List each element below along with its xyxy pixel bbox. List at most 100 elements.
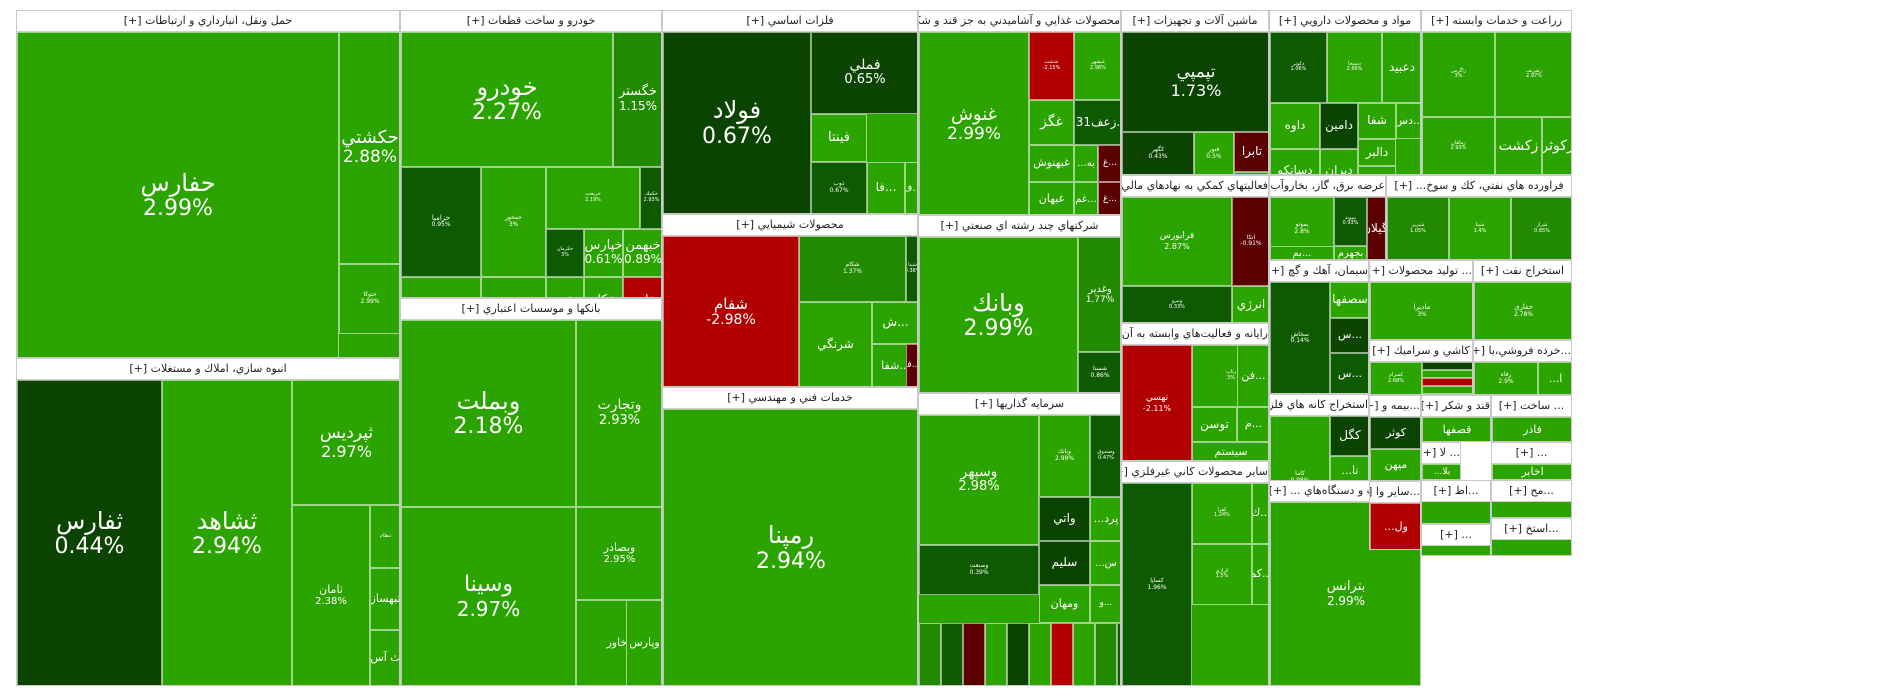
stock-tile[interactable]: غم... — [1074, 182, 1098, 214]
stock-tile[interactable]: خمحور 3% — [481, 167, 546, 277]
stock-tile[interactable]: شرنگي — [799, 302, 872, 386]
stock-tile[interactable]: حتوكا 2.99% — [339, 264, 399, 334]
stock-tile[interactable]: دسبحا 2.66% — [1327, 32, 1382, 103]
stock-tile[interactable]: كساپا 1.96% — [1122, 483, 1192, 685]
small-stock-cell[interactable] — [1422, 362, 1472, 370]
stock-tile[interactable]: غنوش 2.99% — [919, 32, 1029, 214]
stock-tile[interactable]: ...بلا — [1422, 464, 1460, 479]
stock-tile[interactable]: زكشت — [1495, 117, 1542, 174]
sector-title[interactable]: رايانه و فعاليت‌هاي وابسته به آن [+] — [1122, 324, 1268, 345]
sector-title[interactable]: قند و شكر [+] — [1422, 396, 1490, 417]
stock-tile[interactable]: ميهن — [1370, 449, 1420, 480]
stock-tile[interactable]: ...پرد — [1090, 497, 1120, 541]
small-stock-cell[interactable] — [1422, 370, 1472, 378]
stock-tile[interactable]: شكام 1.37% — [799, 236, 906, 302]
stock-tile[interactable]: كوثر — [1370, 417, 1420, 449]
stock-tile[interactable]: وبصادر 2.95% — [576, 507, 661, 600]
small-stock-cell[interactable] — [1051, 623, 1073, 685]
stock-tile[interactable]: دسانكو — [1270, 149, 1320, 174]
stock-tile[interactable]: وبانك 2.99% — [919, 237, 1078, 392]
stock-tile[interactable]: شفام -2.98% — [663, 236, 799, 386]
stock-tile[interactable]: ك... — [1252, 483, 1268, 544]
stock-tile[interactable]: دعبيد — [1382, 32, 1420, 103]
stock-tile[interactable]: انرژي — [1232, 286, 1268, 322]
sector-title[interactable]: فراورده هاي نفتي، كك و سوخ... [+] — [1387, 176, 1571, 197]
stock-tile[interactable]: خريخت 2.19% — [546, 167, 640, 229]
stock-tile[interactable]: س... — [1330, 318, 1368, 353]
stock-tile[interactable]: غيهان — [1029, 182, 1074, 214]
small-stock-cell[interactable] — [985, 623, 1007, 685]
stock-tile[interactable]: غ... — [1098, 145, 1120, 182]
stock-tile[interactable]: زماهان 2.93% — [1422, 117, 1495, 174]
stock-tile[interactable]: غ... — [1098, 182, 1120, 214]
stock-tile[interactable]: اخابر — [1492, 464, 1571, 479]
stock-tile[interactable]: ثنظام — [370, 505, 399, 568]
sector-title[interactable]: ... توليد محصولات [+] — [1370, 261, 1472, 282]
stock-tile[interactable]: زكوثر — [1542, 117, 1571, 174]
stock-tile[interactable]: بپيوند 0.93% — [1334, 197, 1367, 246]
sector-title[interactable]: انبوه سازي، املاك و مستغلات [+] — [17, 359, 399, 380]
small-stock-cell[interactable] — [1422, 378, 1472, 386]
stock-tile[interactable]: شپنا0.38% — [906, 236, 917, 302]
sector-title[interactable]: سيمان، آهك و گچ [+] — [1270, 261, 1368, 282]
stock-tile[interactable]: كرازي 1.5% — [1192, 544, 1252, 605]
small-stock-cell[interactable] — [1073, 623, 1095, 685]
stock-tile[interactable]: شستا 0.86% — [1078, 352, 1120, 392]
stock-tile[interactable]: بجهرم — [1334, 246, 1367, 259]
small-stock-cell[interactable] — [1117, 623, 1120, 685]
sector-title[interactable]: ...ساير وا [+] — [1370, 482, 1420, 503]
small-stock-cell[interactable] — [963, 623, 985, 685]
sector-title[interactable]: ساير محصولات كاني غيرفلزي [+] — [1122, 462, 1268, 483]
sector-title[interactable]: استخراج كانه هاي فلزي [+] — [1270, 395, 1368, 416]
stock-tile[interactable]: ديران — [1320, 149, 1358, 174]
stock-tile[interactable]: فا... — [906, 344, 917, 386]
stock-tile[interactable]: كگهر 0.43% — [1122, 132, 1194, 174]
small-stock-cell[interactable] — [1095, 623, 1117, 685]
stock-tile[interactable]: م... — [1237, 407, 1268, 442]
stock-tile[interactable]: سليم — [1039, 541, 1090, 585]
sector-title[interactable]: فعاليتهاي كمكي به نهادهاي مالي ... [+] — [1122, 176, 1268, 197]
stock-tile[interactable]: بم... — [1270, 246, 1334, 259]
small-stock-cell[interactable] — [919, 623, 941, 685]
sector-title[interactable]: ... لا [+] — [1422, 443, 1460, 464]
stock-tile[interactable]: خكار — [584, 277, 623, 297]
small-stock-cell[interactable] — [941, 623, 963, 685]
stock-tile[interactable]: ...به — [1074, 145, 1098, 182]
stock-tile[interactable]: ذوب 0.67% — [811, 162, 867, 213]
stock-tile[interactable]: رفاه 2.9% — [1474, 362, 1538, 394]
stock-tile[interactable]: زعف031... — [1074, 100, 1120, 145]
stock-tile[interactable]: دالبر — [1358, 139, 1396, 166]
stock-tile[interactable]: وبملت 2.18% — [401, 320, 576, 507]
sector-title[interactable]: ...اط [+] — [1422, 481, 1490, 502]
sector-title[interactable]: حمل ونقل، انبارداري و ارتباطات [+] — [17, 11, 399, 32]
stock-tile[interactable]: قصفها — [1422, 417, 1490, 441]
stock-tile[interactable]: ...س — [1090, 541, 1120, 585]
stock-tile[interactable]: خزاميا 0.95% — [401, 167, 481, 277]
stock-tile[interactable]: بگيلان — [1367, 197, 1385, 259]
stock-tile[interactable]: داوه — [1270, 103, 1320, 149]
sector-title[interactable]: ...خرده فروشي،با [+] — [1474, 341, 1571, 362]
stock-tile[interactable]: فينتا — [811, 114, 867, 162]
sector-title[interactable]: عرضه برق، گاز، بخاروآب گرم [+] — [1270, 176, 1385, 197]
stock-tile[interactable]: سصفها — [1330, 282, 1368, 318]
sector-title[interactable]: محصولات شيميايي [+] — [663, 215, 917, 236]
stock-tile[interactable]: س... — [1330, 353, 1368, 393]
stock-tile[interactable]: زشريف 2.97% — [1495, 32, 1571, 117]
stock-tile[interactable]: شراز 0.85% — [1511, 197, 1571, 259]
stock-tile[interactable]: اتكا -0.91% — [1232, 197, 1268, 286]
stock-tile[interactable]: خگستر 1.15% — [613, 32, 661, 167]
stock-tile[interactable]: سيستم — [1192, 442, 1268, 460]
stock-tile[interactable]: خ... — [401, 277, 481, 297]
stock-tile[interactable]: خ... — [481, 277, 546, 297]
sector-title[interactable]: ...بيمه و [+] — [1370, 396, 1420, 417]
stock-tile[interactable]: غبهنوش — [1029, 145, 1074, 182]
stock-tile[interactable]: خبهمن 0.89% — [623, 229, 661, 277]
stock-tile[interactable]: ثشاهد 2.94% — [162, 380, 292, 685]
sector-title[interactable]: بانكها و موسسات اعتباري [+] — [401, 299, 661, 320]
stock-tile[interactable]: وبانك 2.99% — [1039, 415, 1090, 497]
sector-title[interactable]: سرمايه گذاريها [+] — [919, 394, 1120, 415]
stock-tile[interactable]: غدشت -2.15% — [1029, 32, 1074, 100]
small-stock-cell[interactable] — [1007, 623, 1029, 685]
stock-tile[interactable]: فولاد 0.67% — [663, 32, 811, 213]
stock-tile[interactable]: دامين — [1320, 103, 1358, 149]
